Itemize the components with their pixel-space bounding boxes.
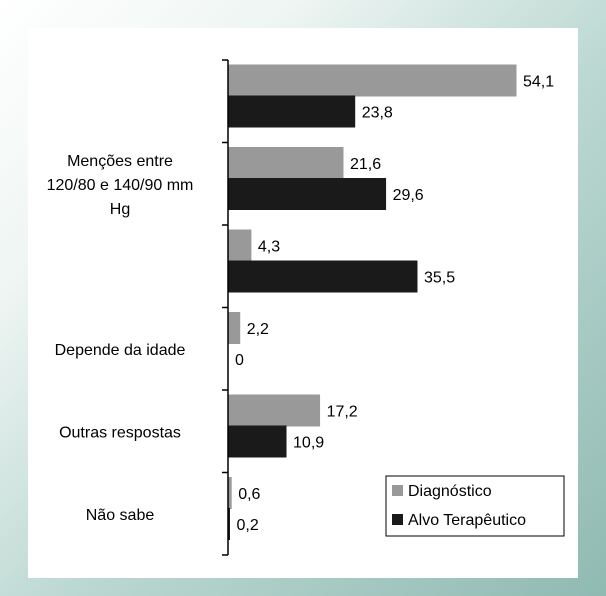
bar-alvo-1 — [227, 178, 387, 210]
bars-group — [227, 64, 517, 540]
bar-diagnostico-0 — [227, 64, 517, 97]
value-label-alvo-0: 23,8 — [362, 105, 393, 122]
value-label-alvo-1: 29,6 — [393, 187, 424, 204]
value-label-alvo-5: 0,2 — [237, 517, 259, 534]
value-label-alvo-4: 10,9 — [293, 435, 324, 452]
value-label-diagnostico-0: 54,1 — [523, 74, 554, 91]
legend-label-diagnostico: Diagnóstico — [408, 483, 492, 500]
value-label-alvo-3: 0 — [235, 352, 244, 369]
value-label-diagnostico-5: 0,6 — [238, 486, 260, 503]
value-label-diagnostico-2: 4,3 — [258, 239, 280, 256]
value-label-diagnostico-1: 21,6 — [350, 156, 381, 173]
legend-swatch-alvo-terapeutico — [392, 514, 403, 525]
category-label-1-0: Menções entre — [67, 153, 173, 170]
category-label-3-0: Depende da idade — [55, 342, 186, 359]
chart-panel: 54,1 23,8 21,6 29,6 4,3 35,5 2,2 0 17,2 10,9 0,6 0,… — [28, 28, 578, 578]
category-label-1-2: Hg — [110, 201, 130, 218]
bar-alvo-2 — [227, 260, 418, 293]
legend-box — [385, 475, 565, 537]
bar-chart: 54,1 23,8 21,6 29,6 4,3 35,5 2,20 17,210,9 0,6 0,… — [47, 59, 565, 556]
bar-alvo-0 — [227, 95, 356, 128]
value-label-alvo-2: 35,5 — [424, 270, 455, 287]
y-axis — [222, 59, 229, 556]
bar-diagnostico-4 — [227, 394, 321, 427]
bar-alvo-4 — [227, 425, 287, 458]
bar-diagnostico-2 — [227, 229, 252, 262]
category-label-4-0: Outras respostas — [59, 424, 181, 441]
legend-label-alvo-terapeutico: Alvo Terapêutico — [408, 512, 526, 529]
value-label-diagnostico-4: 17,2 — [327, 404, 358, 421]
category-labels-group: Menções entre 120/80 e 140/90 mm Hg Depende… — [47, 153, 194, 524]
value-labels-group: 54,1 23,8 21,6 29,6 4,3 35,5 2,20 17,210,9 0,6 0,… — [235, 74, 554, 535]
legend-swatch-diagnostico — [392, 485, 403, 496]
category-label-5-0: Não sabe — [86, 507, 155, 524]
bar-diagnostico-3 — [227, 312, 241, 344]
value-label-diagnostico-3: 2,2 — [247, 321, 269, 338]
legend: Diagnóstico Alvo Terapêutico — [385, 475, 565, 537]
category-label-1-1: 120/80 e 140/90 mm — [47, 177, 194, 194]
bar-diagnostico-1 — [227, 147, 344, 179]
